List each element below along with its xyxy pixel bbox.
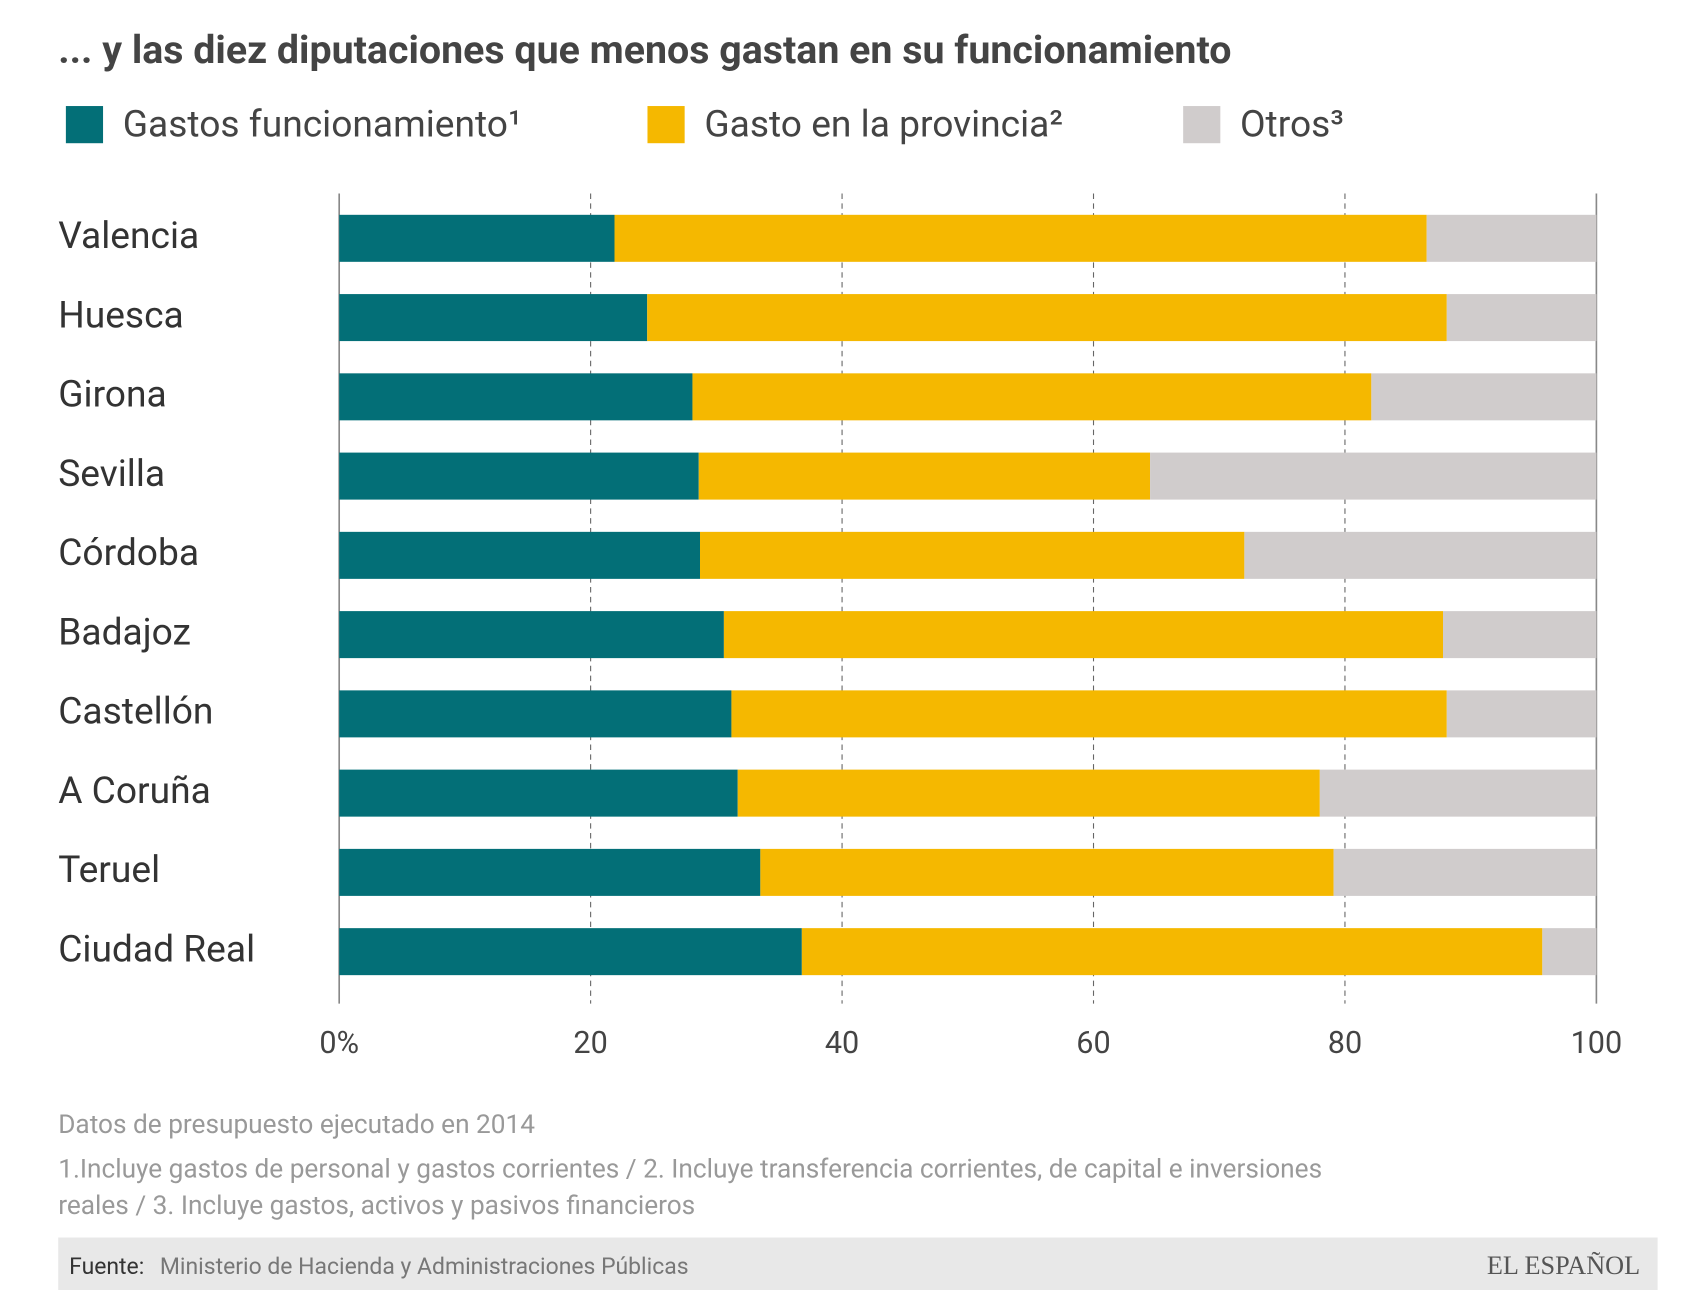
bar-segment [614,214,1427,262]
bar-segment [1319,769,1597,817]
bar-segment [339,769,738,817]
legend-label: Gasto en la provincia² [704,104,1063,147]
y-tick-label: Valencia [58,215,199,258]
brand: EL ESPAÑOL [1487,1251,1640,1280]
bar-segment [339,690,732,738]
x-tick-label: 0% [319,1026,359,1061]
y-tick-label: Sevilla [58,453,165,496]
y-tick-label: Teruel [58,849,160,892]
bar-segment [339,531,701,579]
bar-segment [737,769,1320,817]
y-tick-label: Girona [58,374,166,417]
source: Ministerio de Hacienda y Administracione… [160,1253,689,1280]
note: 1.Incluye gastos de personal y gastos co… [58,1155,1322,1185]
bar-segment [698,452,1151,500]
bar-segment [1426,214,1597,262]
legend-swatch [647,106,685,144]
y-tick-label: Castellón [58,691,213,734]
footer-bar [58,1237,1658,1290]
y-tick-label: Ciudad Real [58,928,255,971]
bar-segment [647,294,1447,342]
source-label: Fuente: [69,1253,144,1280]
bar-segment [339,848,761,896]
bar-segment [1446,294,1597,342]
bar-segment [1542,928,1597,976]
bar-segment [723,611,1444,659]
x-tick-label: 100 [1571,1026,1623,1061]
bar-segment [1446,690,1597,738]
bar-segment [731,690,1447,738]
bar-segment [1333,848,1597,896]
bar-segment [339,214,615,262]
bar-segment [339,373,693,421]
legend-swatch [65,106,104,144]
y-tick-label: A Coruña [58,770,211,813]
bar-segment [1443,611,1597,659]
bar-segment [692,373,1372,421]
bar-segment [801,928,1543,976]
x-tick-label: 20 [573,1026,607,1061]
legend-label: Otros³ [1240,104,1344,147]
bar-segment [1244,531,1597,579]
bar-segment [700,531,1245,579]
note: reales / 3. Incluye gastos, activos y pa… [58,1191,695,1221]
note: Datos de presupuesto ejecutado en 2014 [58,1110,535,1140]
y-tick-label: Huesca [58,294,184,337]
bar-segment [339,611,724,659]
x-tick-label: 40 [825,1026,859,1061]
legend-swatch [1183,106,1221,144]
bar-segment [760,848,1334,896]
bar-segment [1150,452,1597,500]
x-tick-label: 80 [1328,1026,1362,1061]
chart-title: ... y las diez diputaciones que menos ga… [58,26,1231,73]
y-tick-label: Badajoz [58,611,191,654]
bar-segment [339,294,648,342]
legend-label: Gastos funcionamiento¹ [123,104,522,147]
bar-segment [339,928,802,976]
x-tick-label: 60 [1076,1026,1110,1061]
bar-segment [1371,373,1597,421]
y-tick-label: Córdoba [58,532,199,575]
bar-segment [339,452,699,500]
